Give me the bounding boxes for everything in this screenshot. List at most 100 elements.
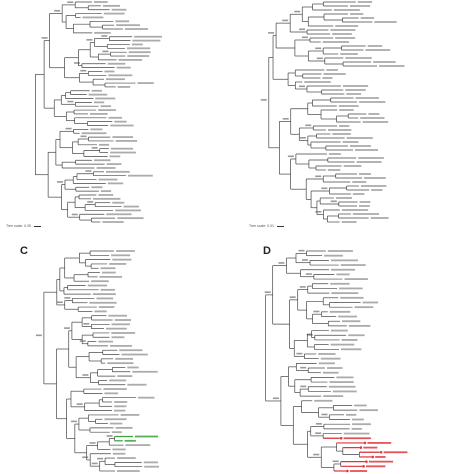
bootstrap-value (101, 35, 108, 37)
tree-panel-a: Tree scale: 0.05 (0, 0, 237, 237)
tree-c (35, 250, 159, 472)
tip-label (93, 101, 105, 104)
tip-label (364, 177, 386, 179)
tip-label (143, 461, 159, 464)
tip-label (368, 460, 394, 463)
tip-label (322, 371, 339, 374)
tip-label (121, 353, 148, 356)
tip-label (368, 113, 380, 115)
bootstrap-value (63, 327, 70, 329)
tip-label (378, 65, 405, 67)
bootstrap-value (91, 462, 98, 465)
tip-label (338, 105, 359, 107)
tip-label (117, 457, 136, 459)
bootstrap-value (56, 181, 63, 183)
bootstrap-value (268, 32, 275, 34)
tip-label (94, 31, 111, 34)
tip-label (94, 310, 107, 313)
bootstrap-value (316, 57, 323, 60)
tip-label (124, 439, 136, 442)
bootstrap-value (54, 9, 61, 12)
bootstrap-value (300, 385, 307, 388)
bootstrap-value (278, 262, 285, 264)
tip-label (98, 143, 110, 146)
tip-label (115, 209, 141, 212)
tip-label (359, 173, 371, 175)
tip-label (90, 128, 103, 131)
tip-label (101, 271, 116, 274)
bootstrap-value (315, 423, 322, 425)
tip-label (127, 55, 150, 57)
tip-label (314, 399, 333, 402)
tree-panel-d: D (237, 237, 474, 474)
tree-b (260, 1, 405, 223)
tip-label (335, 37, 356, 39)
tip-label (112, 452, 126, 455)
tip-label (128, 51, 151, 54)
tip-label (324, 254, 343, 257)
tip-label (93, 197, 121, 200)
tip-label (356, 161, 382, 163)
bootstrap-value (82, 374, 89, 376)
bootstrap-value (91, 147, 98, 149)
tip-label (359, 201, 371, 203)
tip-label (360, 117, 385, 119)
tip-label (327, 169, 341, 171)
tip-label (318, 362, 335, 365)
bootstrap-value (301, 36, 308, 39)
tip-label (116, 250, 135, 252)
tip-label (323, 395, 344, 398)
tip-label (112, 258, 132, 261)
tip-dot (379, 450, 383, 454)
tip-label (105, 78, 125, 81)
tip-label (115, 357, 134, 360)
bootstrap-value (89, 442, 96, 444)
tip-dot (346, 469, 349, 473)
tip-label (343, 432, 370, 435)
bootstrap-value (83, 322, 90, 325)
tip-label (327, 250, 353, 252)
tree-panel-b: Tree scale: 0.01 (237, 0, 474, 237)
bootstrap-value (315, 175, 322, 178)
tip-label (108, 74, 133, 77)
tip-label (339, 287, 363, 290)
tip-label (343, 165, 362, 167)
tip-label (359, 409, 378, 412)
tip-label (346, 93, 362, 95)
tip-label (340, 53, 358, 55)
tip-label (340, 348, 362, 351)
tip-label (341, 209, 369, 211)
tip-dot (359, 446, 363, 449)
tip-dot (362, 465, 365, 468)
scale-bar-a (33, 225, 41, 227)
tip-label (363, 446, 378, 449)
tip-label (127, 383, 147, 386)
bootstrap-value (106, 435, 113, 437)
scale-a: Tree scale: 0.05 (6, 224, 41, 228)
bootstrap-value (315, 432, 322, 434)
tip-label (350, 13, 364, 15)
tip-label (371, 189, 383, 191)
tip-label (358, 157, 384, 159)
tip-label (109, 379, 127, 382)
tip-label (345, 89, 366, 91)
tip-label (349, 5, 371, 7)
tip-label (120, 414, 140, 416)
bootstrap-value (67, 100, 74, 103)
tip-label (112, 136, 134, 138)
tip-label (98, 306, 115, 308)
tip-label (342, 141, 359, 143)
tip-label (346, 413, 357, 416)
tip-label (81, 132, 107, 135)
bootstrap-value (67, 1, 74, 3)
tip-label (107, 182, 124, 185)
tip-label (91, 280, 109, 283)
bootstrap-value (87, 201, 94, 203)
tip-label (105, 170, 130, 173)
tip-label (323, 73, 346, 75)
tip-label (108, 116, 123, 119)
tip-label (341, 339, 358, 341)
tip-label (343, 437, 371, 440)
tip-label (359, 101, 386, 103)
tip-label (100, 267, 116, 270)
